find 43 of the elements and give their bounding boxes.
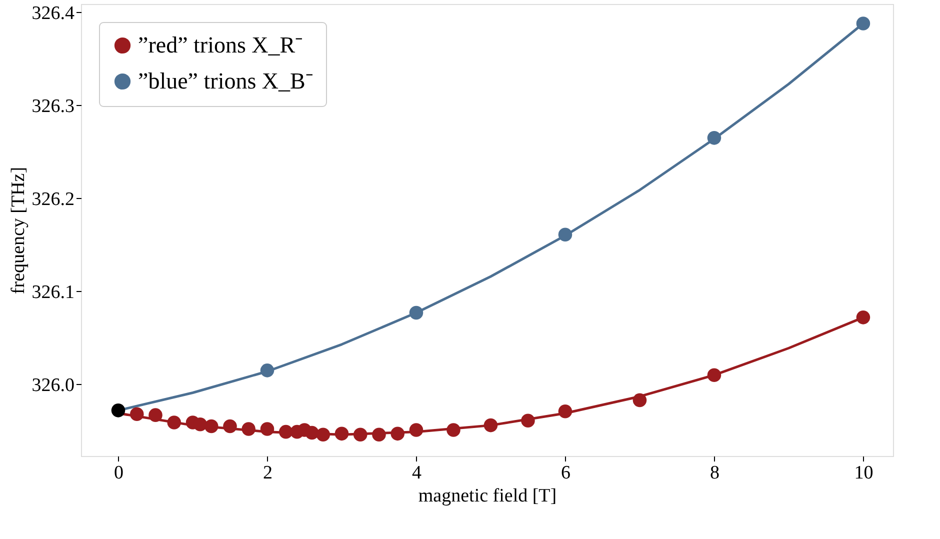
point <box>558 228 572 242</box>
y-tick-label: 326.3 <box>32 96 74 117</box>
point <box>130 407 144 422</box>
point <box>521 414 535 428</box>
point <box>409 306 424 320</box>
point <box>484 418 498 432</box>
point <box>223 419 237 434</box>
point <box>632 393 647 408</box>
x-axis-title: magnetic field [T] <box>418 486 557 506</box>
x-tick-label: 8 <box>710 462 720 484</box>
legend-label: ”red” trions X_R⁻ <box>138 32 304 58</box>
x-tick-label: 4 <box>412 462 422 484</box>
point <box>260 422 274 436</box>
point <box>193 418 208 432</box>
point <box>148 408 162 422</box>
legend-label: ”blue” trions X_B⁻ <box>138 68 314 94</box>
x-tick-label: 10 <box>854 462 874 484</box>
point <box>204 419 218 434</box>
point <box>390 426 404 441</box>
point <box>707 368 722 382</box>
y-tick-label: 326.4 <box>32 2 75 24</box>
y-tick-label: 326.2 <box>32 188 74 210</box>
x-tick-label: 2 <box>262 462 272 484</box>
point <box>372 428 386 442</box>
point <box>409 423 424 437</box>
point <box>856 310 870 324</box>
point <box>316 428 330 442</box>
y-axis-title: frequency [THz] <box>8 166 29 294</box>
point <box>334 426 349 441</box>
point <box>111 404 126 418</box>
point <box>558 404 572 418</box>
point <box>856 16 870 30</box>
point <box>305 426 319 440</box>
point <box>260 364 274 378</box>
point <box>167 416 182 430</box>
point <box>707 131 722 145</box>
x-tick-label: 0 <box>114 462 124 484</box>
point <box>353 428 368 442</box>
y-tick-label: 326.1 <box>32 282 74 303</box>
point <box>446 423 460 437</box>
x-tick-label: 6 <box>560 462 570 484</box>
y-tick-label: 326.0 <box>32 374 74 396</box>
point <box>242 422 256 436</box>
